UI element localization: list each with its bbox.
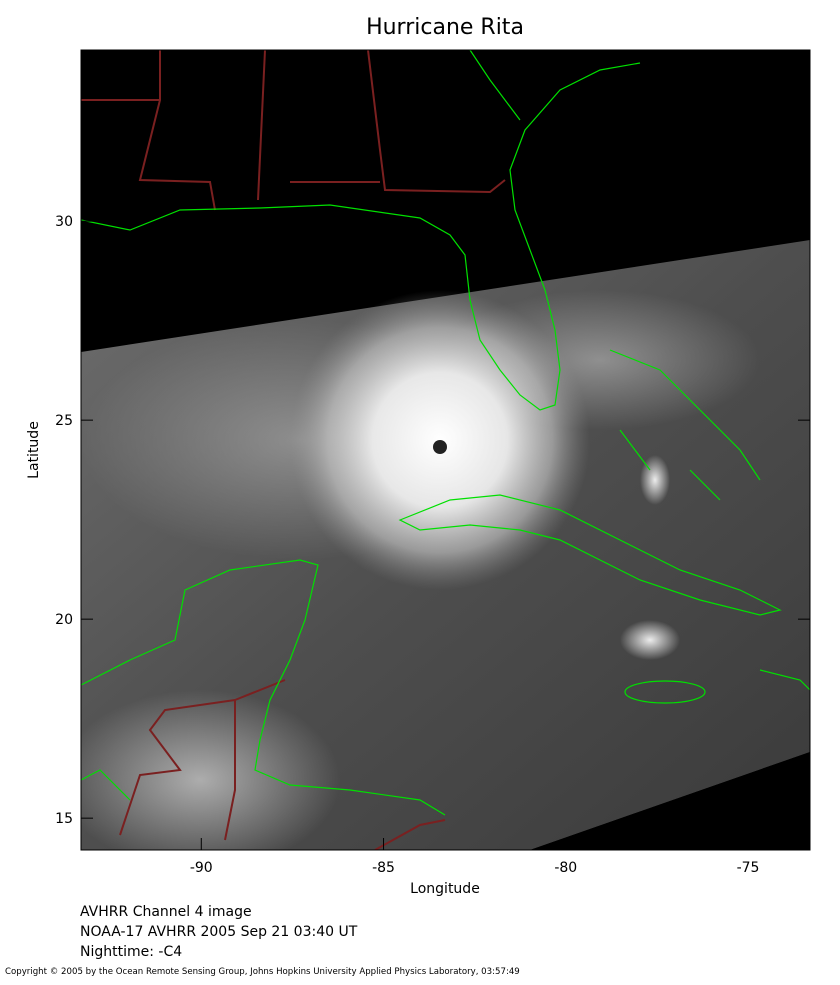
note: NOAA-17 AVHRR 2005 Sep 21 03:40 UT — [80, 924, 358, 940]
coastline-jamaica — [624, 680, 706, 704]
x-tick-label: -85 — [372, 860, 395, 876]
coastline-bahamas — [609, 349, 761, 501]
y-tick-label: 15 — [55, 811, 73, 827]
coastline-us — [81, 50, 641, 411]
note: AVHRR Channel 4 image — [80, 904, 252, 920]
plot-frame — [80, 49, 811, 851]
satellite-image — [81, 50, 810, 850]
y-axis-label: Latitude — [26, 421, 42, 479]
note: Nighttime: -C4 — [80, 944, 182, 960]
title: Hurricane Rita — [366, 15, 524, 40]
coastline-cuba — [398, 494, 782, 616]
copyright: Copyright © 2005 by the Ocean Remote Sen… — [5, 967, 520, 977]
x-tick-label: -90 — [190, 860, 213, 876]
country-borders — [119, 679, 446, 850]
coastline-central-america — [81, 559, 446, 816]
x-tick-label: -75 — [737, 860, 760, 876]
cloud — [81, 690, 340, 850]
x-axis-label: Longitude — [410, 881, 480, 897]
state-borders — [81, 50, 506, 211]
no-data — [530, 752, 810, 850]
y-tick-label: 30 — [55, 214, 73, 230]
hurricane-eye — [433, 440, 447, 454]
y-tick-label: 20 — [55, 612, 73, 628]
coastline-hispaniola — [759, 669, 810, 691]
x-tick-label: -80 — [554, 860, 577, 876]
axes: -90 -85 -80 -75 15 20 25 30 — [55, 50, 810, 876]
y-tick-label: 25 — [55, 413, 73, 429]
cloud — [620, 620, 680, 660]
